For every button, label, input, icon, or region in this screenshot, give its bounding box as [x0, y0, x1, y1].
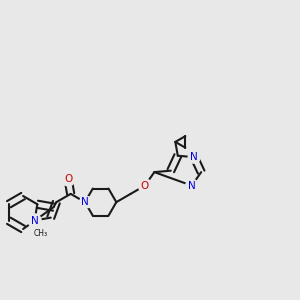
Circle shape — [35, 226, 47, 238]
Circle shape — [28, 214, 41, 227]
Text: N: N — [81, 197, 89, 207]
Circle shape — [80, 197, 90, 208]
Circle shape — [186, 180, 198, 192]
Text: O: O — [141, 181, 149, 190]
Circle shape — [61, 173, 75, 186]
Text: N: N — [190, 152, 198, 162]
Text: CH₃: CH₃ — [34, 229, 48, 238]
Text: N: N — [31, 215, 38, 226]
Text: N: N — [188, 181, 196, 190]
Circle shape — [138, 179, 152, 192]
Circle shape — [188, 151, 200, 163]
Text: O: O — [64, 174, 72, 184]
